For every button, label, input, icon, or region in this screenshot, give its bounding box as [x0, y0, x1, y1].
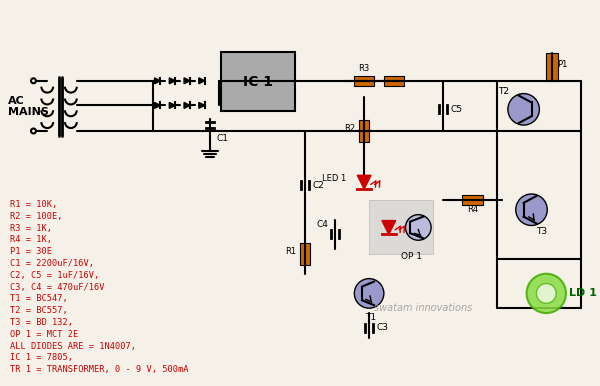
Circle shape	[508, 93, 539, 125]
Text: OP 1: OP 1	[401, 252, 422, 261]
Text: LED 1: LED 1	[322, 174, 346, 183]
Text: T3: T3	[536, 227, 548, 237]
Polygon shape	[357, 175, 371, 189]
Polygon shape	[155, 78, 160, 84]
Bar	[461, 195, 483, 205]
Polygon shape	[382, 220, 395, 234]
Polygon shape	[184, 78, 190, 84]
Text: C3: C3	[377, 323, 389, 332]
Bar	[221, 52, 295, 111]
Text: T2: T2	[499, 86, 509, 96]
Bar	[359, 120, 369, 142]
Circle shape	[516, 194, 547, 225]
Bar	[355, 76, 374, 86]
Polygon shape	[184, 102, 190, 108]
Text: R4: R4	[467, 205, 478, 214]
Polygon shape	[199, 102, 205, 108]
Polygon shape	[155, 102, 160, 108]
Bar	[369, 200, 433, 254]
Text: P1: P1	[557, 60, 567, 69]
Text: R1 = 10K,: R1 = 10K,	[10, 200, 57, 209]
Text: AC
MAINS: AC MAINS	[8, 96, 49, 117]
Text: T1: T1	[365, 313, 377, 322]
Text: IC 1: IC 1	[243, 75, 273, 89]
Polygon shape	[199, 78, 205, 84]
Circle shape	[31, 129, 36, 134]
Bar	[300, 243, 310, 265]
Text: ALL DIODES ARE = 1N4007,: ALL DIODES ARE = 1N4007,	[10, 342, 136, 350]
Text: C1: C1	[217, 134, 229, 143]
Text: C5: C5	[451, 105, 463, 114]
Text: swatam innovations: swatam innovations	[374, 303, 472, 313]
Text: T3 = BD 132,: T3 = BD 132,	[10, 318, 73, 327]
Bar	[546, 53, 558, 81]
Text: C2: C2	[313, 181, 325, 190]
Text: C2, C5 = 1uF/16V,: C2, C5 = 1uF/16V,	[10, 271, 99, 280]
Text: C4: C4	[317, 220, 329, 229]
Text: OP 1 = MCT 2E: OP 1 = MCT 2E	[10, 330, 78, 339]
Circle shape	[31, 78, 36, 83]
Text: C3, C4 = 470uF/16V: C3, C4 = 470uF/16V	[10, 283, 104, 291]
Circle shape	[527, 274, 566, 313]
Circle shape	[536, 284, 556, 303]
Text: R4 = 1K,: R4 = 1K,	[10, 235, 52, 244]
Bar	[384, 76, 404, 86]
Text: P1 = 30E: P1 = 30E	[10, 247, 52, 256]
Text: R2 = 100E,: R2 = 100E,	[10, 212, 62, 221]
Text: R3 = 1K,: R3 = 1K,	[10, 223, 52, 232]
Text: R1: R1	[285, 247, 296, 256]
Text: LD 1: LD 1	[569, 288, 597, 298]
Polygon shape	[169, 102, 175, 108]
Circle shape	[406, 215, 431, 240]
Text: C1 = 2200uF/16V,: C1 = 2200uF/16V,	[10, 259, 94, 268]
Text: R3: R3	[359, 64, 370, 73]
Polygon shape	[169, 78, 175, 84]
Text: R2: R2	[344, 124, 355, 133]
Text: TR 1 = TRANSFORMER, 0 - 9 V, 500mA: TR 1 = TRANSFORMER, 0 - 9 V, 500mA	[10, 365, 188, 374]
Text: T2 = BC557,: T2 = BC557,	[10, 306, 68, 315]
Circle shape	[355, 279, 384, 308]
Text: IC 1 = 7805,: IC 1 = 7805,	[10, 354, 73, 362]
Text: T1 = BC547,: T1 = BC547,	[10, 295, 68, 303]
